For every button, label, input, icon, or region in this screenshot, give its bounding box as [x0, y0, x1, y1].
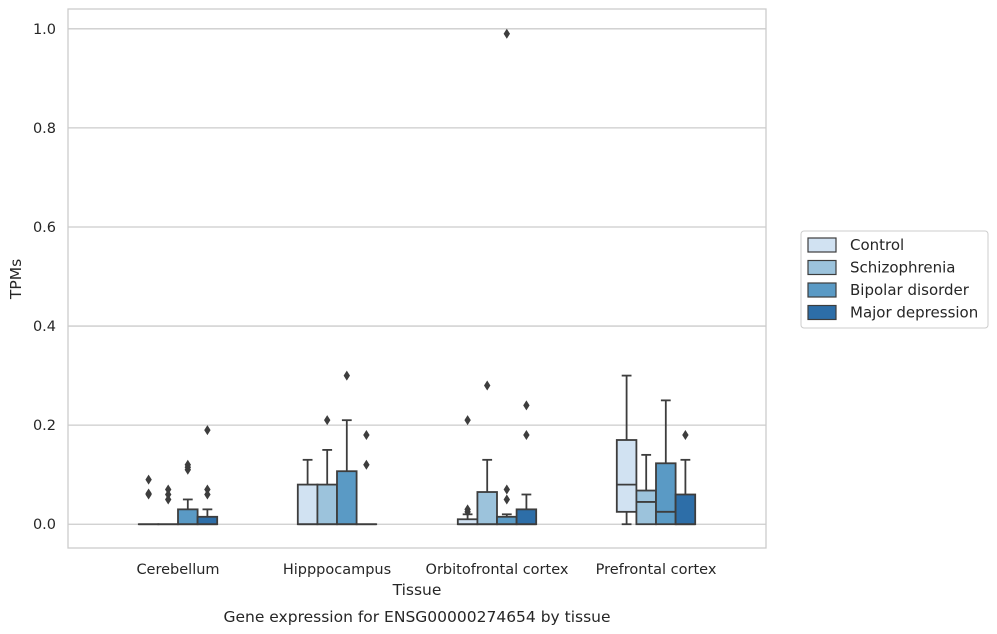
outlier-point: [324, 415, 331, 426]
box: [316, 483, 338, 526]
box: [615, 439, 638, 513]
y-tick-label: 0.4: [33, 319, 56, 335]
box: [336, 470, 358, 526]
outlier-point: [184, 459, 191, 470]
box: [635, 489, 657, 526]
x-tick-label: Prefrontal cortex: [596, 562, 717, 578]
legend-label: Major depression: [850, 304, 978, 322]
box-group: [336, 370, 358, 526]
outlier-point: [165, 484, 172, 495]
y-tick-label: 0.0: [33, 517, 56, 533]
y-tick-label: 0.6: [33, 220, 56, 236]
outlier-point: [145, 488, 152, 499]
legend-label: Schizophrenia: [850, 259, 955, 277]
y-axis-label: TPMs: [7, 259, 25, 300]
x-tick-labels: Cerebellum Hipppocampus Orbitofrontal cort…: [136, 562, 716, 578]
legend-frame: [800, 230, 989, 329]
box-group: [456, 415, 479, 526]
box-group: [615, 374, 638, 526]
box: [515, 508, 538, 526]
box-group: [177, 459, 199, 526]
outlier-point: [484, 380, 491, 391]
box-group: [476, 380, 498, 526]
box-group: [355, 430, 378, 526]
legend-swatch: [807, 259, 837, 276]
box-group: [515, 400, 538, 526]
box: [296, 483, 319, 526]
box: [674, 493, 697, 526]
x-tick-label: Hipppocampus: [283, 562, 391, 578]
x-axis-label: Tissue: [392, 581, 442, 599]
y-tick-label: 1.0: [33, 22, 56, 38]
box-group: [655, 399, 677, 526]
x-tick-label: Orbitofrontal cortex: [426, 562, 569, 578]
legend-label: Control: [850, 236, 904, 254]
outlier-point: [464, 504, 471, 515]
box-series: [137, 28, 697, 526]
box-group: [635, 453, 657, 526]
chart-caption: Gene expression for ENSG00000274654 by t…: [223, 608, 610, 626]
box: [496, 515, 518, 526]
y-tick-label: 0.2: [33, 418, 56, 434]
outlier-point: [523, 400, 530, 411]
legend-swatch: [807, 304, 837, 321]
outlier-point: [464, 415, 471, 426]
x-tick-label: Cerebellum: [136, 562, 219, 578]
outlier-point: [343, 370, 350, 381]
outlier-point: [523, 430, 530, 441]
y-tick-labels: 0.0 0.2 0.4 0.6 0.8 1.0: [33, 22, 56, 533]
outlier-point: [503, 484, 510, 495]
outlier-point: [204, 484, 211, 495]
box: [655, 462, 677, 526]
box: [476, 491, 498, 526]
outlier-point: [363, 459, 370, 470]
outlier-point: [363, 430, 370, 441]
outlier-point: [145, 474, 152, 485]
y-tick-label: 0.8: [33, 121, 56, 137]
box-group: [196, 425, 219, 526]
legend-swatch: [807, 237, 837, 253]
outlier-point: [204, 425, 211, 436]
legend: Control Schizophrenia Bipolar disorder Majo…: [800, 230, 989, 329]
box: [177, 508, 199, 526]
legend-label: Bipolar disorder: [850, 281, 970, 299]
plot-frame: [67, 8, 767, 549]
box-group: [296, 458, 319, 526]
outlier-point: [503, 28, 510, 39]
legend-swatch: [807, 282, 837, 298]
outlier-point: [682, 430, 689, 441]
box-group: [674, 430, 697, 526]
outlier-point: [503, 494, 510, 505]
box: [196, 515, 219, 526]
